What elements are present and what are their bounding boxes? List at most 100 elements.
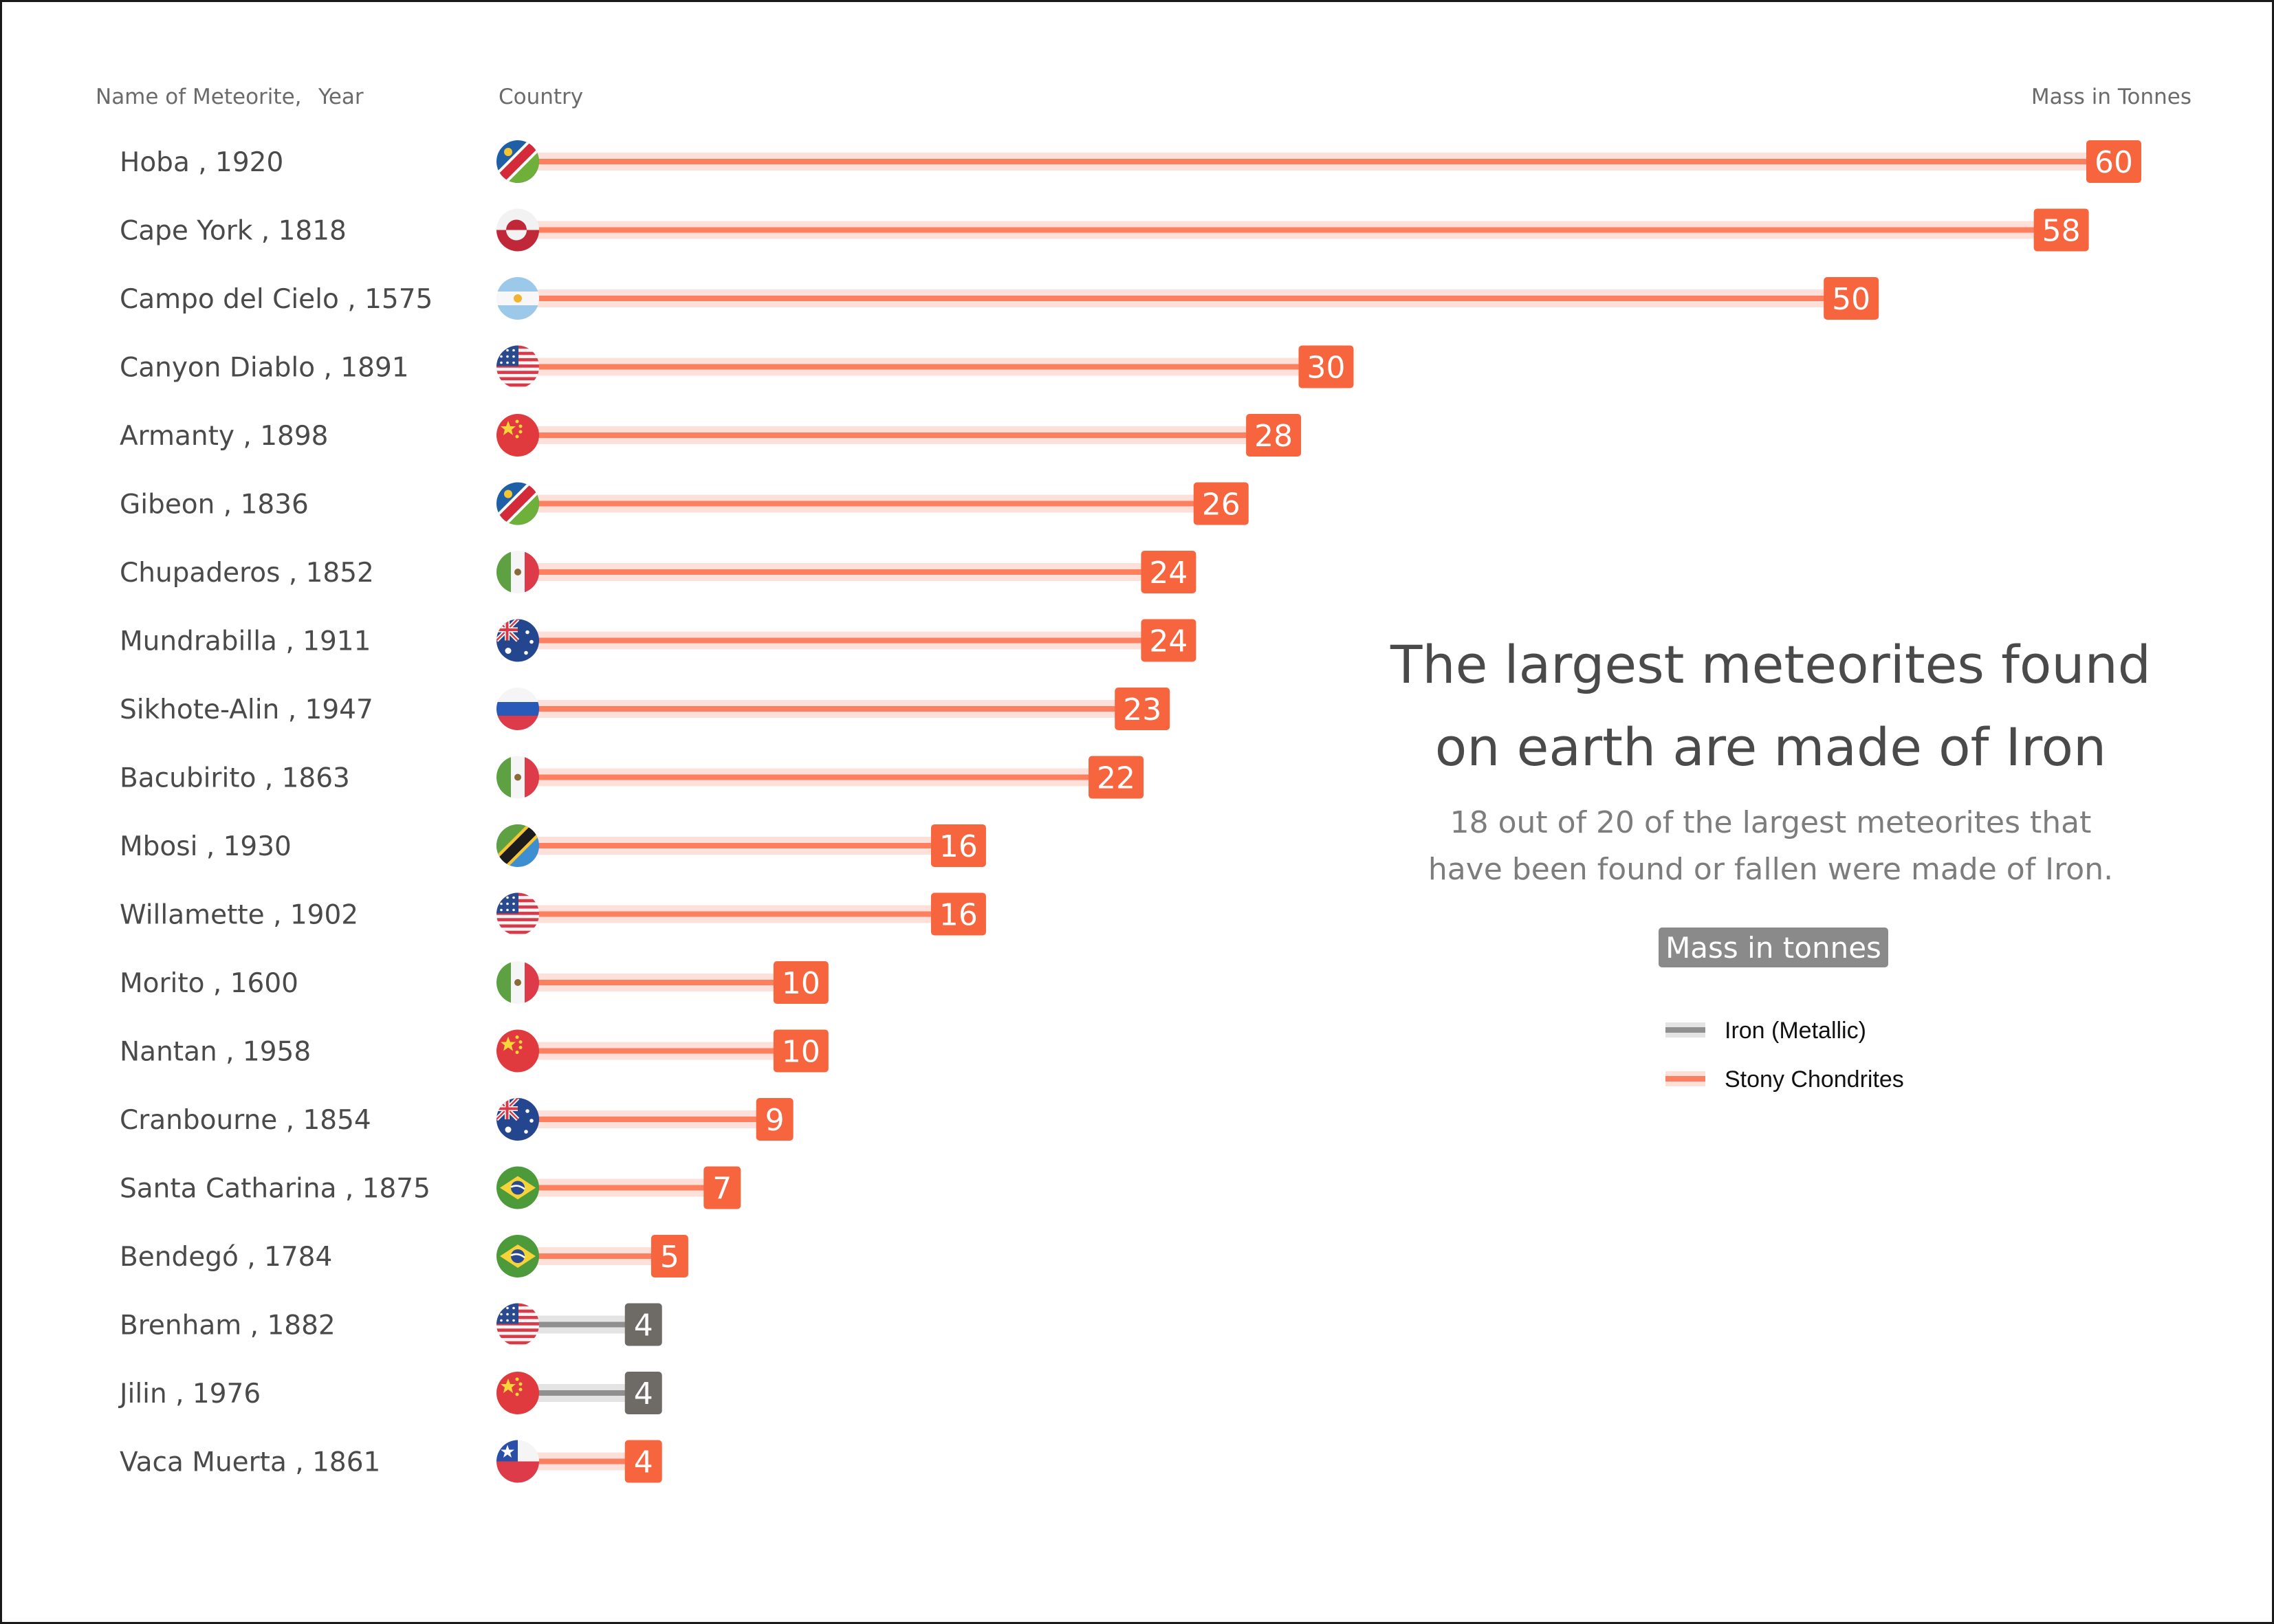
row-label: Cranbourne , 1854 xyxy=(120,1105,371,1136)
flag-mexico-icon xyxy=(496,961,539,1004)
row-label: Nantan , 1958 xyxy=(120,1037,311,1068)
value-badge xyxy=(773,1029,829,1073)
chart-row-morito: Morito , 1600 10 xyxy=(120,961,829,1004)
chart-row-cranbourne: Cranbourne , 1854 9 xyxy=(120,1098,794,1141)
chart-rows: Hoba , 1920 60 Cape York , 1818 58 Campo del… xyxy=(118,140,2141,1483)
chart-row-canyon-diablo: Canyon Diablo , 1891 30 xyxy=(120,345,1354,388)
chart-row-cape-york: Cape York , 1818 58 xyxy=(120,208,2089,252)
legend-item-stony: Stony Chondrites xyxy=(1725,1066,1904,1093)
value-label: 4 xyxy=(634,1445,653,1480)
flag-namibia-icon xyxy=(496,140,539,183)
header-year: Year xyxy=(318,85,364,109)
flag-tanzania-icon xyxy=(496,824,539,867)
value-badge xyxy=(651,1235,688,1277)
value-label: 50 xyxy=(1832,282,1870,317)
value-badge xyxy=(1824,277,1879,320)
value-badge xyxy=(1193,482,1249,525)
row-label: Armanty , 1898 xyxy=(120,421,328,452)
value-label: 23 xyxy=(1123,692,1161,727)
value-label: 24 xyxy=(1149,624,1188,659)
flag-brazil-icon xyxy=(496,1235,539,1277)
value-label: 26 xyxy=(1202,487,1240,523)
chart-row-brenham: Brenham , 1882 4 xyxy=(120,1303,662,1346)
value-badge xyxy=(2086,140,2141,183)
row-label: Mbosi , 1930 xyxy=(120,831,292,862)
flag-australia-icon xyxy=(496,1098,539,1141)
row-label: Willamette , 1902 xyxy=(120,900,358,931)
value-badge xyxy=(703,1166,741,1209)
value-badge xyxy=(1089,756,1144,799)
legend-title-box xyxy=(1659,928,1888,967)
row-label: Bacubirito , 1863 xyxy=(120,763,350,794)
chart-subtitle-line-2: have been found or fallen were made of I… xyxy=(1428,852,2113,887)
header-country: Country xyxy=(499,85,583,109)
row-label: Santa Catharina , 1875 xyxy=(120,1174,430,1205)
value-label: 16 xyxy=(939,898,978,933)
chart-title-line-2: on earth are made of Iron xyxy=(1435,716,2106,778)
row-label: Sikhote-Alin , 1947 xyxy=(120,694,373,725)
chart-row-gibeon: Gibeon , 1836 26 xyxy=(120,482,1249,525)
flag-usa-icon xyxy=(496,1303,539,1346)
flag-usa-icon xyxy=(496,892,539,936)
value-label: 9 xyxy=(765,1103,785,1138)
flag-usa-icon xyxy=(496,345,539,388)
chart-row-mundrabilla: Mundrabilla , 1911 24 xyxy=(120,619,1196,662)
value-label: 30 xyxy=(1307,351,1346,386)
legend-item-iron: Iron (Metallic) xyxy=(1725,1018,1866,1044)
flag-namibia-icon xyxy=(496,482,539,525)
chart-row-jilin: Jilin , 1976 4 xyxy=(118,1372,662,1414)
value-badge xyxy=(624,1440,662,1483)
chart-subtitle-line-1: 18 out of 20 of the largest meteorites t… xyxy=(1450,805,2092,840)
chart-row-vaca-muerta: Vaca Muerta , 1861 4 xyxy=(120,1440,662,1483)
flag-australia-icon xyxy=(496,619,539,662)
value-badge xyxy=(2033,208,2089,252)
header-mass: Mass in Tonnes xyxy=(2031,85,2191,109)
value-label: 60 xyxy=(2095,145,2133,180)
chart-row-willamette: Willamette , 1902 16 xyxy=(120,892,986,936)
chart-row-bendeg-: Bendegó , 1784 5 xyxy=(120,1235,688,1277)
chart-row-hoba: Hoba , 1920 60 xyxy=(120,140,2141,183)
value-badge xyxy=(1298,345,1354,388)
flag-greenland-icon xyxy=(496,208,539,252)
row-label: Vaca Muerta , 1861 xyxy=(120,1447,380,1478)
row-label: Hoba , 1920 xyxy=(120,147,283,178)
value-label: 16 xyxy=(939,829,978,864)
flag-brazil-icon xyxy=(496,1166,539,1209)
flag-russia-icon xyxy=(496,688,539,730)
value-label: 28 xyxy=(1254,419,1293,454)
row-label: Bendegó , 1784 xyxy=(120,1242,332,1273)
value-label: 10 xyxy=(782,1035,820,1070)
row-label: Cape York , 1818 xyxy=(120,216,347,247)
row-label: Gibeon , 1836 xyxy=(120,490,309,520)
flag-argentina-icon xyxy=(496,277,539,320)
value-label: 22 xyxy=(1097,761,1135,796)
flag-mexico-icon xyxy=(496,756,539,799)
row-label: Brenham , 1882 xyxy=(120,1310,336,1341)
legend: Mass in tonnes Iron (Metallic) Stony Cho… xyxy=(1659,928,1904,1093)
value-badge xyxy=(624,1372,662,1414)
value-label: 4 xyxy=(634,1376,653,1412)
row-label: Morito , 1600 xyxy=(120,968,298,999)
row-label: Mundrabilla , 1911 xyxy=(120,626,371,657)
value-label: 58 xyxy=(2042,214,2081,249)
value-badge xyxy=(1141,619,1196,662)
value-badge xyxy=(1246,414,1302,457)
row-label: Jilin , 1976 xyxy=(118,1379,261,1409)
value-badge xyxy=(930,824,986,867)
flag-mexico-icon xyxy=(496,551,539,593)
row-label: Campo del Cielo , 1575 xyxy=(120,284,433,315)
chart-row-bacubirito: Bacubirito , 1863 22 xyxy=(120,756,1144,799)
value-label: 4 xyxy=(634,1308,653,1343)
flag-china-icon xyxy=(496,1372,539,1414)
value-label: 5 xyxy=(660,1240,679,1275)
value-label: 10 xyxy=(782,966,820,1001)
chart-row-santa-catharina: Santa Catharina , 1875 7 xyxy=(120,1166,741,1209)
legend-title: Mass in tonnes xyxy=(1665,931,1881,965)
value-badge xyxy=(624,1303,662,1346)
value-badge xyxy=(756,1098,794,1141)
header-name: Name of Meteorite, xyxy=(96,85,302,109)
value-badge xyxy=(930,892,986,936)
flag-chile-icon xyxy=(496,1440,539,1483)
